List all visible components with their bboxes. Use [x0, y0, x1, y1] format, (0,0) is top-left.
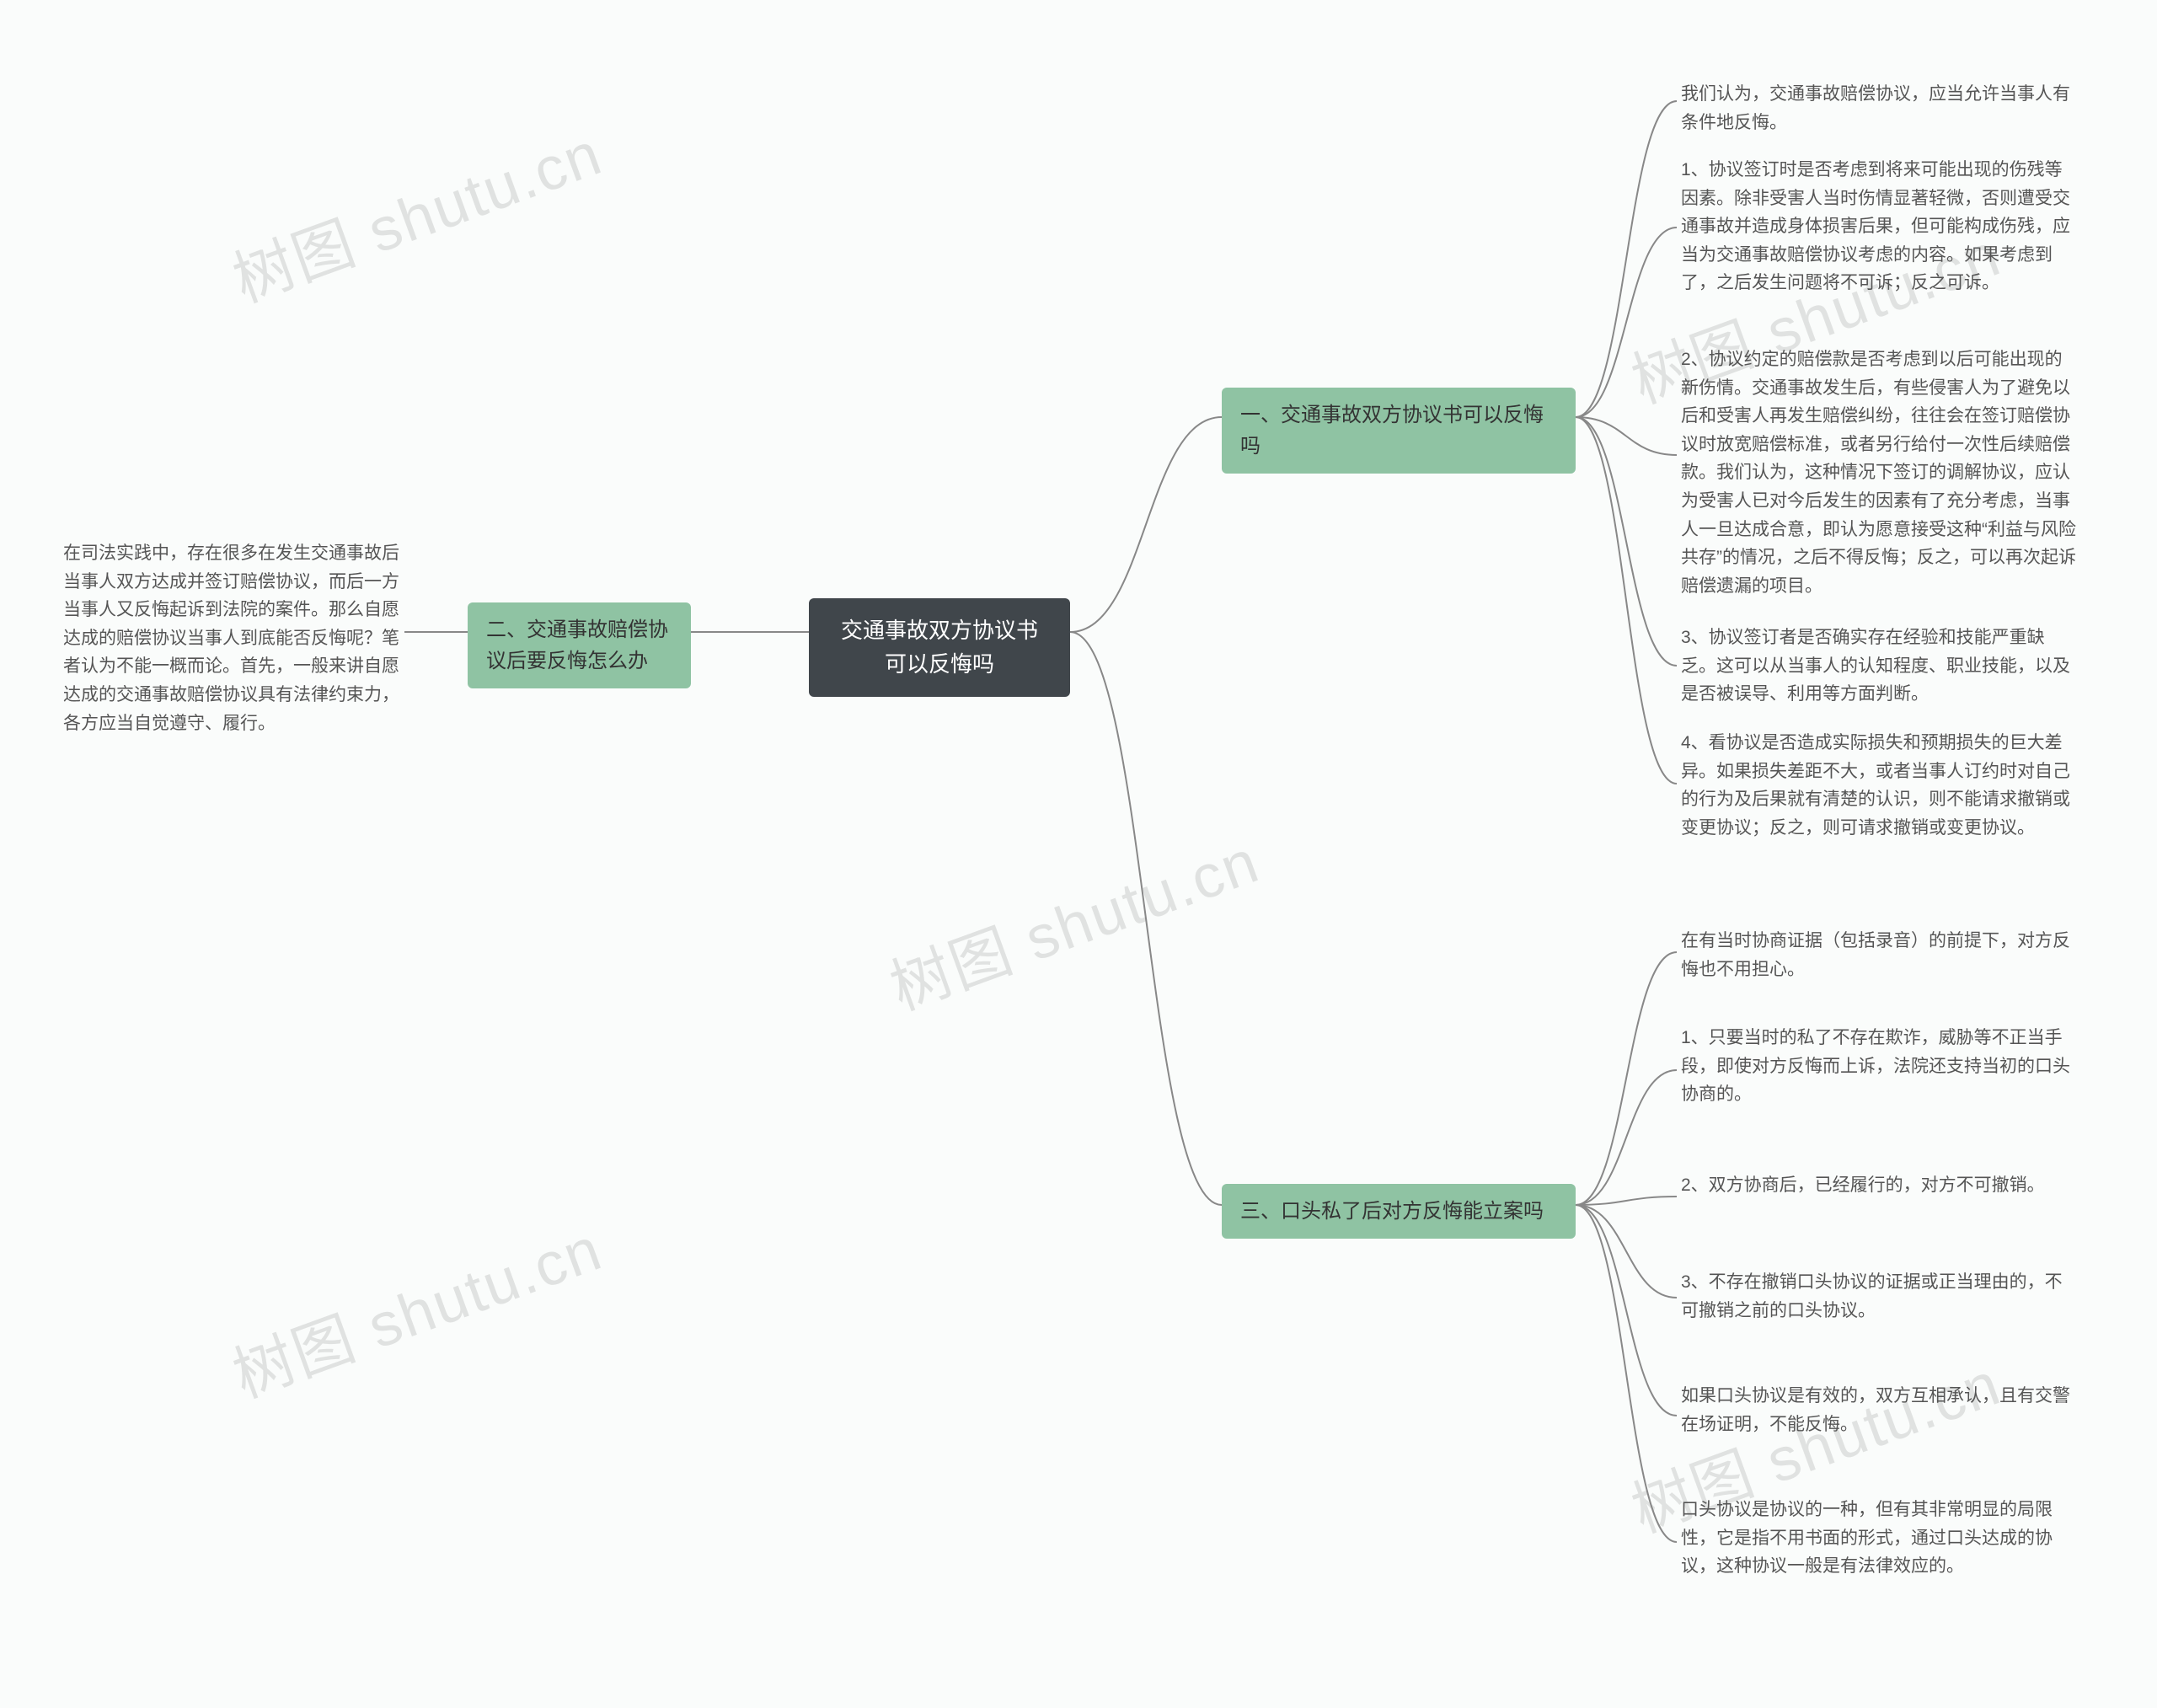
branch-2[interactable]: 二、交通事故赔偿协议后要反悔怎么办 — [468, 602, 691, 688]
leaf-1-5: 4、看协议是否造成实际损失和预期损失的巨大差异。如果损失差距不大，或者当事人订约… — [1681, 729, 2077, 842]
leaf-1-2: 1、协议签订时是否考虑到将来可能出现的伤残等因素。除非受害人当时伤情显著轻微，否… — [1681, 156, 2077, 297]
branch-3[interactable]: 三、口头私了后对方反悔能立案吗 — [1222, 1184, 1576, 1239]
branch-1[interactable]: 一、交通事故双方协议书可以反悔吗 — [1222, 388, 1576, 474]
leaf-3-2: 1、只要当时的私了不存在欺诈，威胁等不正当手段，即使对方反悔而上诉，法院还支持当… — [1681, 1024, 2077, 1109]
mindmap-canvas: 树图 shutu.cn 树图 shutu.cn 树图 shutu.cn 树图 s… — [0, 0, 2157, 1708]
watermark: 树图 shutu.cn — [219, 104, 612, 319]
leaf-3-4: 3、不存在撤销口头协议的证据或正当理由的，不可撤销之前的口头协议。 — [1681, 1268, 2077, 1325]
leaf-3-5: 如果口头协议是有效的，双方互相承认，且有交警在场证明，不能反悔。 — [1681, 1382, 2077, 1438]
leaf-1-1: 我们认为，交通事故赔偿协议，应当允许当事人有条件地反悔。 — [1681, 80, 2077, 137]
leaf-1-3: 2、协议约定的赔偿款是否考虑到以后可能出现的新伤情。交通事故发生后，有些侵害人为… — [1681, 345, 2077, 600]
leaf-2-1: 在司法实践中，存在很多在发生交通事故后当事人双方达成并签订赔偿协议，而后一方当事… — [63, 539, 404, 737]
watermark: 树图 shutu.cn — [876, 811, 1269, 1026]
leaf-1-4: 3、协议签订者是否确实存在经验和技能严重缺乏。这可以从当事人的认知程度、职业技能… — [1681, 624, 2077, 709]
leaf-3-3: 2、双方协商后，已经履行的，对方不可撤销。 — [1681, 1171, 2077, 1200]
leaf-3-6: 口头协议是协议的一种，但有其非常明显的局限性，它是指不用书面的形式，通过口头达成… — [1681, 1496, 2077, 1581]
watermark: 树图 shutu.cn — [219, 1199, 612, 1414]
root-node[interactable]: 交通事故双方协议书可以反悔吗 — [809, 598, 1070, 697]
leaf-3-1: 在有当时协商证据（包括录音）的前提下，对方反悔也不用担心。 — [1681, 927, 2077, 983]
